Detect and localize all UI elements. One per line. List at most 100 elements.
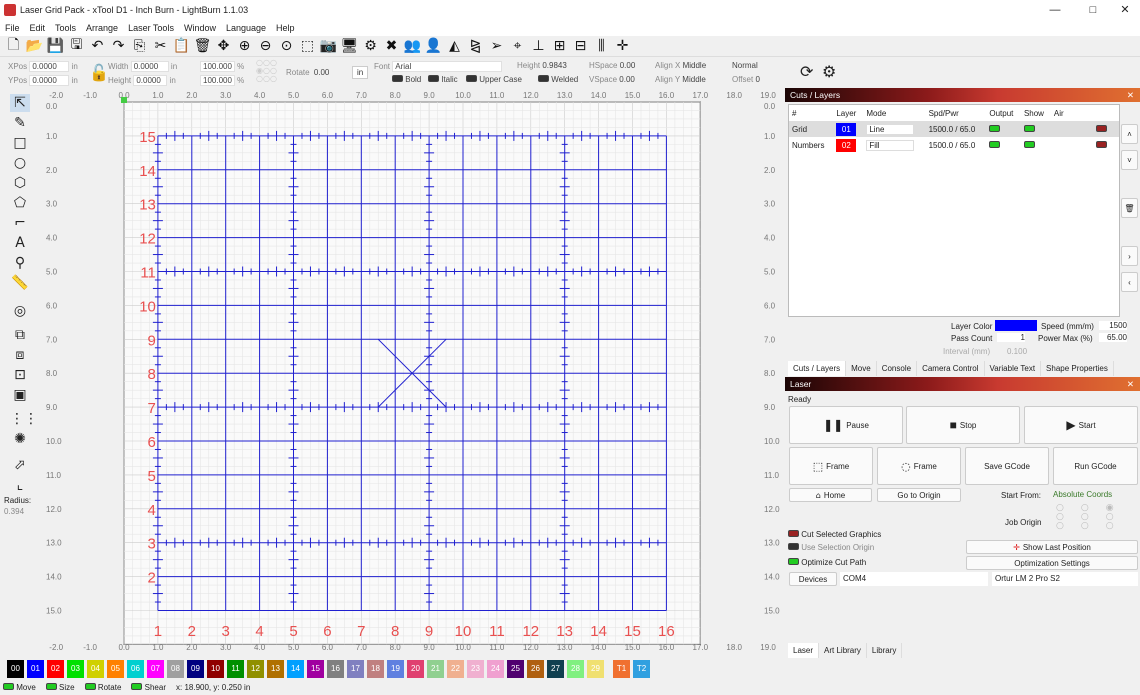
layer-swatch[interactable]: 02 <box>836 138 857 152</box>
grid-number[interactable]: 4 <box>148 502 156 519</box>
optimization-settings-button[interactable]: Optimization Settings <box>966 556 1138 570</box>
grid-number[interactable]: 14 <box>590 623 607 640</box>
scale-height-input[interactable]: 100.000 <box>200 75 235 86</box>
italic-toggle[interactable]: Italic <box>428 75 458 84</box>
collapse-left-button[interactable]: ‹ <box>1121 272 1138 292</box>
pass-count-input[interactable]: 1 <box>997 333 1025 342</box>
mirror-icon[interactable]: ⧎ <box>469 38 482 54</box>
tab-camera-control[interactable]: Camera Control <box>917 361 985 376</box>
palette-color-09[interactable]: 09 <box>187 660 204 678</box>
speed-input[interactable]: 1500 <box>1099 321 1127 330</box>
palette-color-03[interactable]: 03 <box>67 660 84 678</box>
tabs-icon[interactable]: ⬀ <box>14 457 26 473</box>
paste-icon[interactable]: 📋 <box>172 38 191 54</box>
group-icon[interactable]: 👥 <box>403 38 422 54</box>
unit-toggle-button[interactable]: in <box>352 66 369 79</box>
text-icon[interactable]: A <box>15 235 25 251</box>
palette-color-17[interactable]: 17 <box>347 660 364 678</box>
align-center-icon[interactable]: ⊟ <box>574 38 587 54</box>
palette-color-11[interactable]: 11 <box>227 660 244 678</box>
machine-icon[interactable]: ⚙ <box>822 62 837 81</box>
cut-selected-toggle[interactable]: Cut Selected Graphics <box>788 530 881 539</box>
welded-toggle[interactable]: Welded <box>538 75 578 84</box>
grid-number[interactable]: 6 <box>323 623 331 640</box>
circle-frame-button[interactable]: ◌ Frame <box>877 447 961 485</box>
height-input[interactable]: 0.0000 <box>133 75 168 86</box>
save-gcode-button[interactable]: Save GCode <box>965 447 1049 485</box>
delete-layer-icon[interactable]: 🗑 <box>1121 198 1138 218</box>
palette-color-24[interactable]: 24 <box>487 660 504 678</box>
radius-input[interactable]: 0.394 <box>4 507 25 516</box>
zoom-out-icon[interactable]: ⊖ <box>259 38 272 54</box>
width-input[interactable]: 0.0000 <box>130 61 169 72</box>
tab-art-library[interactable]: Art Library <box>819 643 867 658</box>
grid-array-icon[interactable]: ⋮⋮ <box>10 411 38 427</box>
save-as-icon[interactable]: 🖫 <box>70 37 83 53</box>
distribute-v-icon[interactable]: ⫼ <box>598 38 605 54</box>
power-max-input[interactable]: 65.00 <box>1099 333 1127 342</box>
move-icon[interactable]: ✥ <box>217 38 230 54</box>
output-toggle[interactable] <box>989 140 1001 148</box>
grid-number[interactable]: 1 <box>154 623 162 640</box>
select-arrow-icon[interactable]: ⇱ <box>10 94 30 112</box>
zoom-fit-icon[interactable]: ⊙ <box>280 38 293 54</box>
grid-number[interactable]: 7 <box>148 400 156 417</box>
grid-number[interactable]: 13 <box>139 197 156 214</box>
palette-color-05[interactable]: 05 <box>107 660 124 678</box>
job-origin-selector[interactable]: ○○◉ ○○○ ○○○ <box>1056 503 1131 531</box>
polygon-icon[interactable]: ⬡ <box>13 175 27 191</box>
layer-row[interactable]: Grid 01 Line 1500.0 / 65.0 <box>789 121 1119 137</box>
close-icon[interactable]: ✕ <box>1126 379 1134 389</box>
rotary-icon[interactable]: ⟳ <box>800 62 814 81</box>
tools-icon[interactable]: ✖ <box>385 38 398 54</box>
palette-color-01[interactable]: 01 <box>27 660 44 678</box>
grid-number[interactable]: 2 <box>188 623 196 640</box>
target-icon[interactable]: ⌖ <box>513 38 522 54</box>
home-button[interactable]: ⌂ Home <box>789 488 872 502</box>
font-select[interactable]: Arial <box>392 61 503 72</box>
layer-swatch[interactable]: 01 <box>836 122 857 136</box>
grid-number[interactable]: 8 <box>391 623 399 640</box>
grid-number[interactable]: 13 <box>556 623 573 640</box>
rotate-input[interactable]: 0.00 <box>313 68 330 77</box>
grid-number[interactable]: 9 <box>425 623 433 640</box>
grid-number[interactable]: 11 <box>489 623 505 640</box>
grid-number[interactable]: 9 <box>148 332 156 349</box>
move-layer-down-button[interactable]: ˅ <box>1121 150 1138 170</box>
palette-color-28[interactable]: 28 <box>567 660 584 678</box>
tab-library[interactable]: Library <box>867 643 903 658</box>
tab-console[interactable]: Console <box>877 361 918 376</box>
run-gcode-button[interactable]: Run GCode <box>1053 447 1138 485</box>
move-toggle[interactable]: Move <box>3 681 36 695</box>
union-icon[interactable]: ⧉ <box>15 327 25 343</box>
grid-number[interactable]: 15 <box>624 623 641 640</box>
x-mark[interactable] <box>377 338 447 408</box>
show-toggle[interactable] <box>1023 124 1035 132</box>
lock-icon[interactable]: 🔓 <box>89 63 109 82</box>
use-selection-origin-toggle[interactable]: Use Selection Origin <box>788 543 874 552</box>
open-icon[interactable]: 🗋 <box>7 37 20 53</box>
palette-color-00[interactable]: 00 <box>7 660 24 678</box>
pen-icon[interactable]: ✎ <box>14 115 26 131</box>
palette-color-18[interactable]: 18 <box>367 660 384 678</box>
optimize-toggle[interactable]: Optimize Cut Path <box>788 558 866 567</box>
menu-laser-tools[interactable]: Laser Tools <box>128 23 174 33</box>
palette-color-19[interactable]: 19 <box>387 660 404 678</box>
pause-button[interactable]: ❚❚ Pause <box>789 406 903 444</box>
grid-number[interactable]: 5 <box>289 623 297 640</box>
tab-variable-text[interactable]: Variable Text <box>985 361 1042 376</box>
grid-number[interactable]: 8 <box>148 366 156 383</box>
palette-color-25[interactable]: 25 <box>507 660 524 678</box>
interval-input[interactable]: 0.100 <box>1007 347 1028 356</box>
offset-icon[interactable]: ◎ <box>13 303 27 319</box>
grid-number[interactable]: 3 <box>148 536 156 553</box>
grid-number[interactable]: 4 <box>255 623 263 640</box>
palette-color-10[interactable]: 10 <box>207 660 224 678</box>
menu-edit[interactable]: Edit <box>29 23 46 33</box>
start-button[interactable]: ▶ Start <box>1024 406 1138 444</box>
tab-laser[interactable]: Laser <box>788 643 820 658</box>
circular-array-icon[interactable]: ✺ <box>14 431 26 447</box>
select-frame-icon[interactable]: ⬚ <box>300 38 315 54</box>
grid-number[interactable]: 12 <box>522 623 539 640</box>
delete-icon[interactable]: 🗑 <box>193 38 212 54</box>
